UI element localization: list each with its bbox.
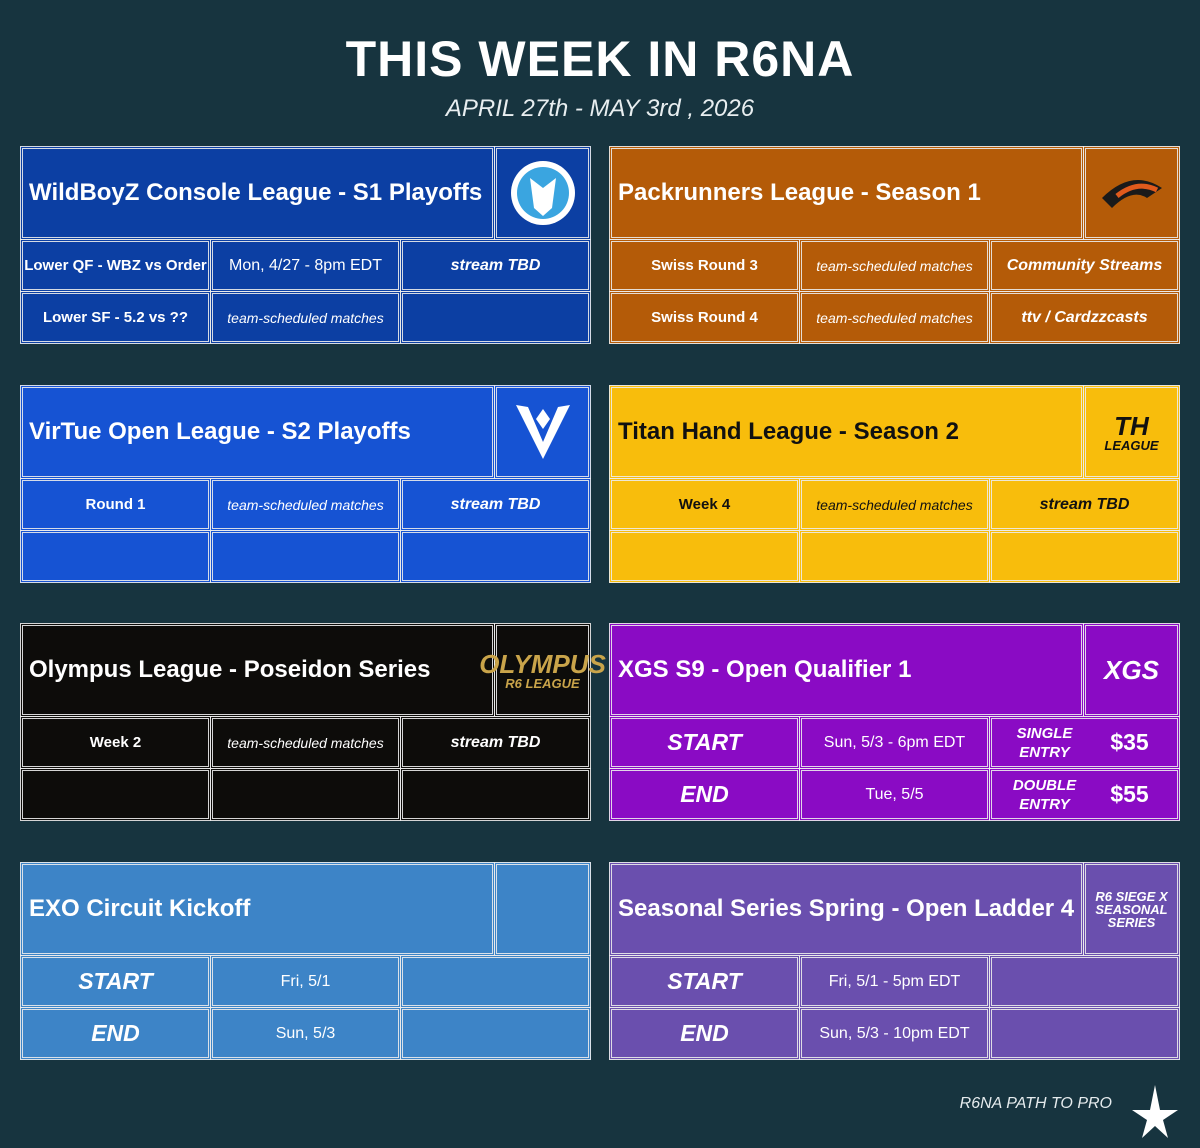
table-cell: team-scheduled matches	[799, 291, 990, 344]
table-cell: stream TBD	[400, 478, 591, 531]
table-cell	[989, 530, 1180, 583]
card-title: WildBoyZ Console League - S1 Playoffs	[20, 146, 495, 240]
table-cell	[210, 768, 401, 821]
card-title: XGS S9 - Open Qualifier 1	[609, 623, 1084, 717]
table-cell: ttv / Cardzzcasts	[989, 291, 1180, 344]
card-title: VirTue Open League - S2 Playoffs	[20, 385, 495, 479]
card-title: Titan Hand League - Season 2	[609, 385, 1084, 479]
table-cell: SINGLE ENTRY $35	[989, 716, 1180, 769]
table-cell	[400, 768, 591, 821]
logo	[494, 385, 591, 479]
table-cell: Lower SF - 5.2 vs ??	[20, 291, 211, 344]
table-cell: END	[609, 1007, 800, 1060]
table-cell: Fri, 5/1 - 5pm EDT	[799, 955, 990, 1008]
logo-icon	[1101, 180, 1162, 208]
table-cell: Sun, 5/3 - 6pm EDT	[799, 716, 990, 769]
table-cell: Swiss Round 4	[609, 291, 800, 344]
table-cell: team-scheduled matches	[799, 478, 990, 531]
table-cell: Fri, 5/1	[210, 955, 401, 1008]
table-cell	[799, 530, 990, 583]
entry-price: $35	[1110, 729, 1149, 755]
logo: R6 SIEGE X SEASONAL SERIES	[1083, 862, 1180, 956]
entry-label: SINGLE ENTRY	[1016, 724, 1073, 761]
card: EXO Circuit Kickoff START Fri, 5/1 END Sun, …	[20, 862, 591, 1060]
logo: OLYMPUS R6 LEAGUE	[479, 623, 606, 717]
table-cell: START	[20, 955, 211, 1008]
card: Olympus League - Poseidon Series OLYMPUS R…	[20, 623, 606, 821]
table-cell: Round 1	[20, 478, 211, 531]
table-cell: Sun, 5/3 - 10pm EDT	[799, 1007, 990, 1060]
logo-text: R6 LEAGUE	[505, 675, 580, 691]
logo-icon	[510, 161, 575, 225]
table-cell: Swiss Round 3	[609, 239, 800, 292]
logo-text: LEAGUE	[1104, 437, 1159, 453]
star-logo	[1132, 1085, 1178, 1138]
table-cell	[400, 1007, 591, 1060]
table-cell	[989, 1007, 1180, 1060]
card: Packrunners League - Season 1 Swiss Round…	[609, 146, 1180, 344]
table-cell: DOUBLE ENTRY $55	[989, 768, 1180, 821]
table-cell	[400, 530, 591, 583]
table-cell	[20, 768, 211, 821]
card: WildBoyZ Console League - S1 Playoffs Low…	[20, 146, 591, 344]
logo-text: XGS	[1104, 655, 1159, 685]
table-cell: START	[609, 955, 800, 1008]
table-cell	[400, 291, 591, 344]
table-cell: Tue, 5/5	[799, 768, 990, 821]
footer: R6NA PATH TO PRO	[959, 1095, 1112, 1112]
card: Seasonal Series Spring - Open Ladder 4 R6…	[609, 862, 1180, 1060]
table-cell: START	[609, 716, 800, 769]
table-cell: Sun, 5/3	[210, 1007, 401, 1060]
table-cell: team-scheduled matches	[799, 239, 990, 292]
table-cell: team-scheduled matches	[210, 716, 401, 769]
logo	[494, 862, 591, 956]
table-cell: Community Streams	[989, 239, 1180, 292]
table-cell: stream TBD	[400, 716, 591, 769]
logo-text: SEASONAL	[1095, 901, 1168, 917]
card-title: Seasonal Series Spring - Open Ladder 4	[609, 862, 1084, 956]
page-subtitle: APRIL 27th - MAY 3rd , 2026	[445, 95, 755, 122]
logo	[494, 146, 591, 240]
table-cell: stream TBD	[989, 478, 1180, 531]
logo-text: TH	[1114, 410, 1149, 441]
card: XGS S9 - Open Qualifier 1 XGS START Sun, 5/…	[609, 623, 1180, 821]
entry-price: $55	[1110, 781, 1149, 807]
table-cell: team-scheduled matches	[210, 478, 401, 531]
card-title: Packrunners League - Season 1	[609, 146, 1084, 240]
card-title: Olympus League - Poseidon Series	[20, 623, 495, 717]
table-cell: Mon, 4/27 - 8pm EDT	[210, 239, 401, 292]
entry-label: DOUBLE ENTRY	[1012, 776, 1077, 813]
page-title: THIS WEEK IN R6NA	[345, 31, 855, 87]
table-cell: Lower QF - WBZ vs Order	[20, 239, 211, 292]
logo-icon	[515, 405, 570, 459]
table-cell: Week 2	[20, 716, 211, 769]
table-cell	[210, 530, 401, 583]
card-title: EXO Circuit Kickoff	[20, 862, 495, 956]
table-cell: stream TBD	[400, 239, 591, 292]
table-cell: Week 4	[609, 478, 800, 531]
table-cell: END	[609, 768, 800, 821]
table-cell: team-scheduled matches	[210, 291, 401, 344]
table-cell	[609, 530, 800, 583]
logo: XGS	[1083, 623, 1180, 717]
table-cell	[400, 955, 591, 1008]
logo-text: R6 SIEGE X	[1095, 888, 1168, 904]
logo	[1083, 146, 1180, 240]
logo-text: OLYMPUS	[479, 648, 606, 679]
table-cell	[20, 530, 211, 583]
logo: TH LEAGUE	[1083, 385, 1180, 479]
table-cell	[989, 955, 1180, 1008]
logo-text: SERIES	[1107, 914, 1156, 930]
table-cell: END	[20, 1007, 211, 1060]
card: Titan Hand League - Season 2 TH LEAGUE Week…	[609, 385, 1180, 583]
